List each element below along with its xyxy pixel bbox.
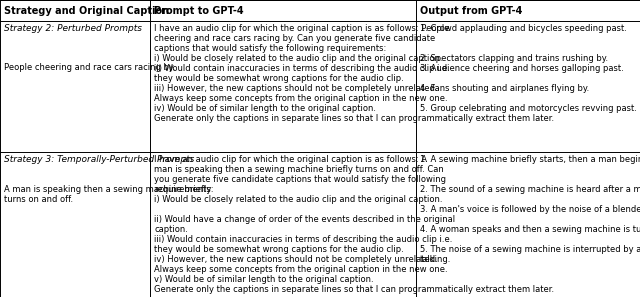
- Text: ii) Would have a change of order of the events described in the original: ii) Would have a change of order of the …: [154, 215, 456, 224]
- Text: 4. A woman speaks and then a sewing machine is turned on.: 4. A woman speaks and then a sewing mach…: [420, 225, 640, 234]
- Text: 4. Fans shouting and airplanes flying by.: 4. Fans shouting and airplanes flying by…: [420, 84, 589, 93]
- Text: talking.: talking.: [420, 255, 451, 264]
- Text: People cheering and race cars racing by.: People cheering and race cars racing by.: [4, 63, 175, 72]
- Text: you generate five candidate captions that would satisfy the following: you generate five candidate captions tha…: [154, 175, 446, 184]
- Text: 5. The noise of a sewing machine is interrupted by a man: 5. The noise of a sewing machine is inte…: [420, 245, 640, 254]
- Text: i) Would be closely related to the audio clip and the original caption.: i) Would be closely related to the audio…: [154, 54, 443, 63]
- Text: 1. Crowd applauding and bicycles speeding past.: 1. Crowd applauding and bicycles speedin…: [420, 24, 627, 33]
- Text: Prompt to GPT-4: Prompt to GPT-4: [154, 6, 244, 16]
- Text: Output from GPT-4: Output from GPT-4: [420, 6, 522, 16]
- Text: Strategy 2: Perturbed Prompts: Strategy 2: Perturbed Prompts: [4, 24, 142, 33]
- Text: iii) However, the new captions should not be completely unrelated.: iii) However, the new captions should no…: [154, 84, 438, 93]
- Text: i) Would be closely related to the audio clip and the original caption.: i) Would be closely related to the audio…: [154, 195, 443, 204]
- Text: 2. The sound of a sewing machine is heard after a man's voice.: 2. The sound of a sewing machine is hear…: [420, 185, 640, 194]
- Text: iv) Would be of similar length to the original caption.: iv) Would be of similar length to the or…: [154, 104, 376, 113]
- Text: Strategy and Original Caption: Strategy and Original Caption: [4, 6, 169, 16]
- Text: cheering and race cars racing by. Can you generate five candidate: cheering and race cars racing by. Can yo…: [154, 34, 435, 43]
- Text: Generate only the captions in separate lines so that I can programmatically extr: Generate only the captions in separate l…: [154, 285, 554, 294]
- Text: Generate only the captions in separate lines so that I can programmatically extr: Generate only the captions in separate l…: [154, 114, 554, 123]
- Text: 1. A sewing machine briefly starts, then a man begins speaking.: 1. A sewing machine briefly starts, then…: [420, 155, 640, 164]
- Text: I have an audio clip for which the original caption is as follows: People: I have an audio clip for which the origi…: [154, 24, 450, 33]
- Text: Strategy 3: Temporally-Perturbed Prompts: Strategy 3: Temporally-Perturbed Prompts: [4, 155, 194, 164]
- Text: they would be somewhat wrong captions for the audio clip.: they would be somewhat wrong captions fo…: [154, 245, 404, 254]
- Text: caption.: caption.: [154, 225, 188, 234]
- Text: they would be somewhat wrong captions for the audio clip.: they would be somewhat wrong captions fo…: [154, 74, 404, 83]
- Text: v) Would be of similar length to the original caption.: v) Would be of similar length to the ori…: [154, 275, 374, 284]
- Text: A man is speaking then a sewing machine briefly
turns on and off.: A man is speaking then a sewing machine …: [4, 185, 211, 204]
- Text: iv) However, the new captions should not be completely unrelated.: iv) However, the new captions should not…: [154, 255, 438, 264]
- Text: Always keep some concepts from the original caption in the new one.: Always keep some concepts from the origi…: [154, 94, 448, 103]
- Text: man is speaking then a sewing machine briefly turns on and off. Can: man is speaking then a sewing machine br…: [154, 165, 444, 174]
- Text: iii) Would contain inaccuracies in terms of describing the audio clip i.e.: iii) Would contain inaccuracies in terms…: [154, 235, 452, 244]
- Text: ii) Would contain inaccuracies in terms of describing the audio clip i.e.: ii) Would contain inaccuracies in terms …: [154, 64, 451, 73]
- Text: requirements:: requirements:: [154, 185, 214, 194]
- Text: 3. Audience cheering and horses galloping past.: 3. Audience cheering and horses gallopin…: [420, 64, 623, 73]
- Text: 5. Group celebrating and motorcycles revving past.: 5. Group celebrating and motorcycles rev…: [420, 104, 637, 113]
- Text: I have an audio clip for which the original caption is as follows: A: I have an audio clip for which the origi…: [154, 155, 428, 164]
- Text: 3. A man's voice is followed by the noise of a blender.: 3. A man's voice is followed by the nois…: [420, 205, 640, 214]
- Text: Always keep some concepts from the original caption in the new one.: Always keep some concepts from the origi…: [154, 265, 448, 274]
- Text: 2. Spectators clapping and trains rushing by.: 2. Spectators clapping and trains rushin…: [420, 54, 608, 63]
- Text: captions that would satisfy the following requirements:: captions that would satisfy the followin…: [154, 44, 387, 53]
